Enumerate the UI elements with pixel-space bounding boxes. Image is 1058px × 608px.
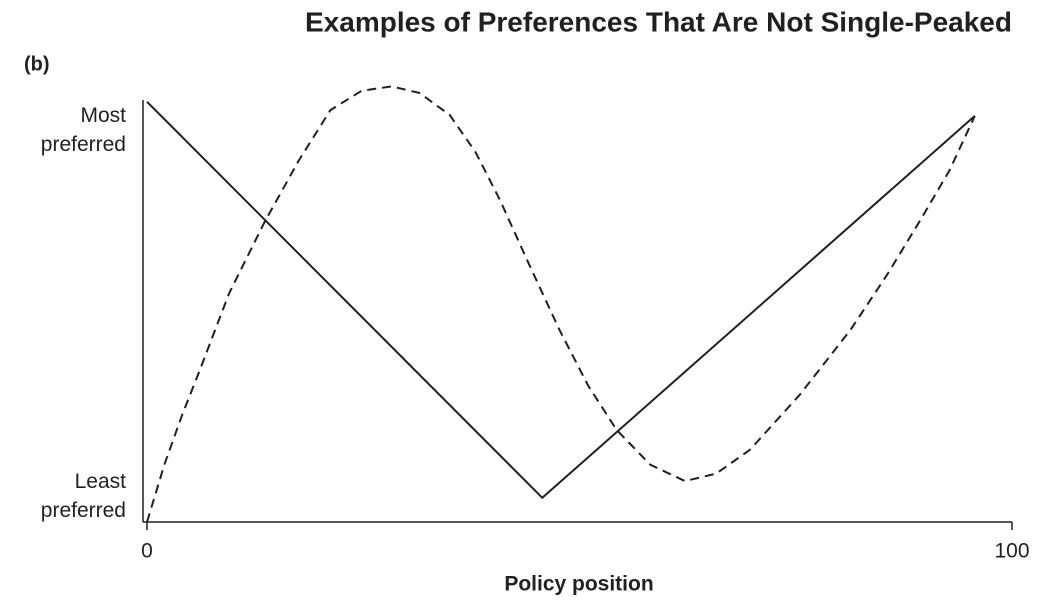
y-tick-label: Most preferred <box>40 104 126 157</box>
chart-title: Examples of Preferences That Are Not Sin… <box>305 6 1012 37</box>
line-series <box>146 85 976 523</box>
panel-label: (b) <box>24 53 50 75</box>
x-axis-label: Policy position <box>504 573 653 596</box>
y-tick-label: Least preferred <box>40 469 126 522</box>
x-tick-label: 0 <box>141 540 153 563</box>
line-series <box>146 101 976 499</box>
x-tick-label: 100 <box>994 540 1029 563</box>
